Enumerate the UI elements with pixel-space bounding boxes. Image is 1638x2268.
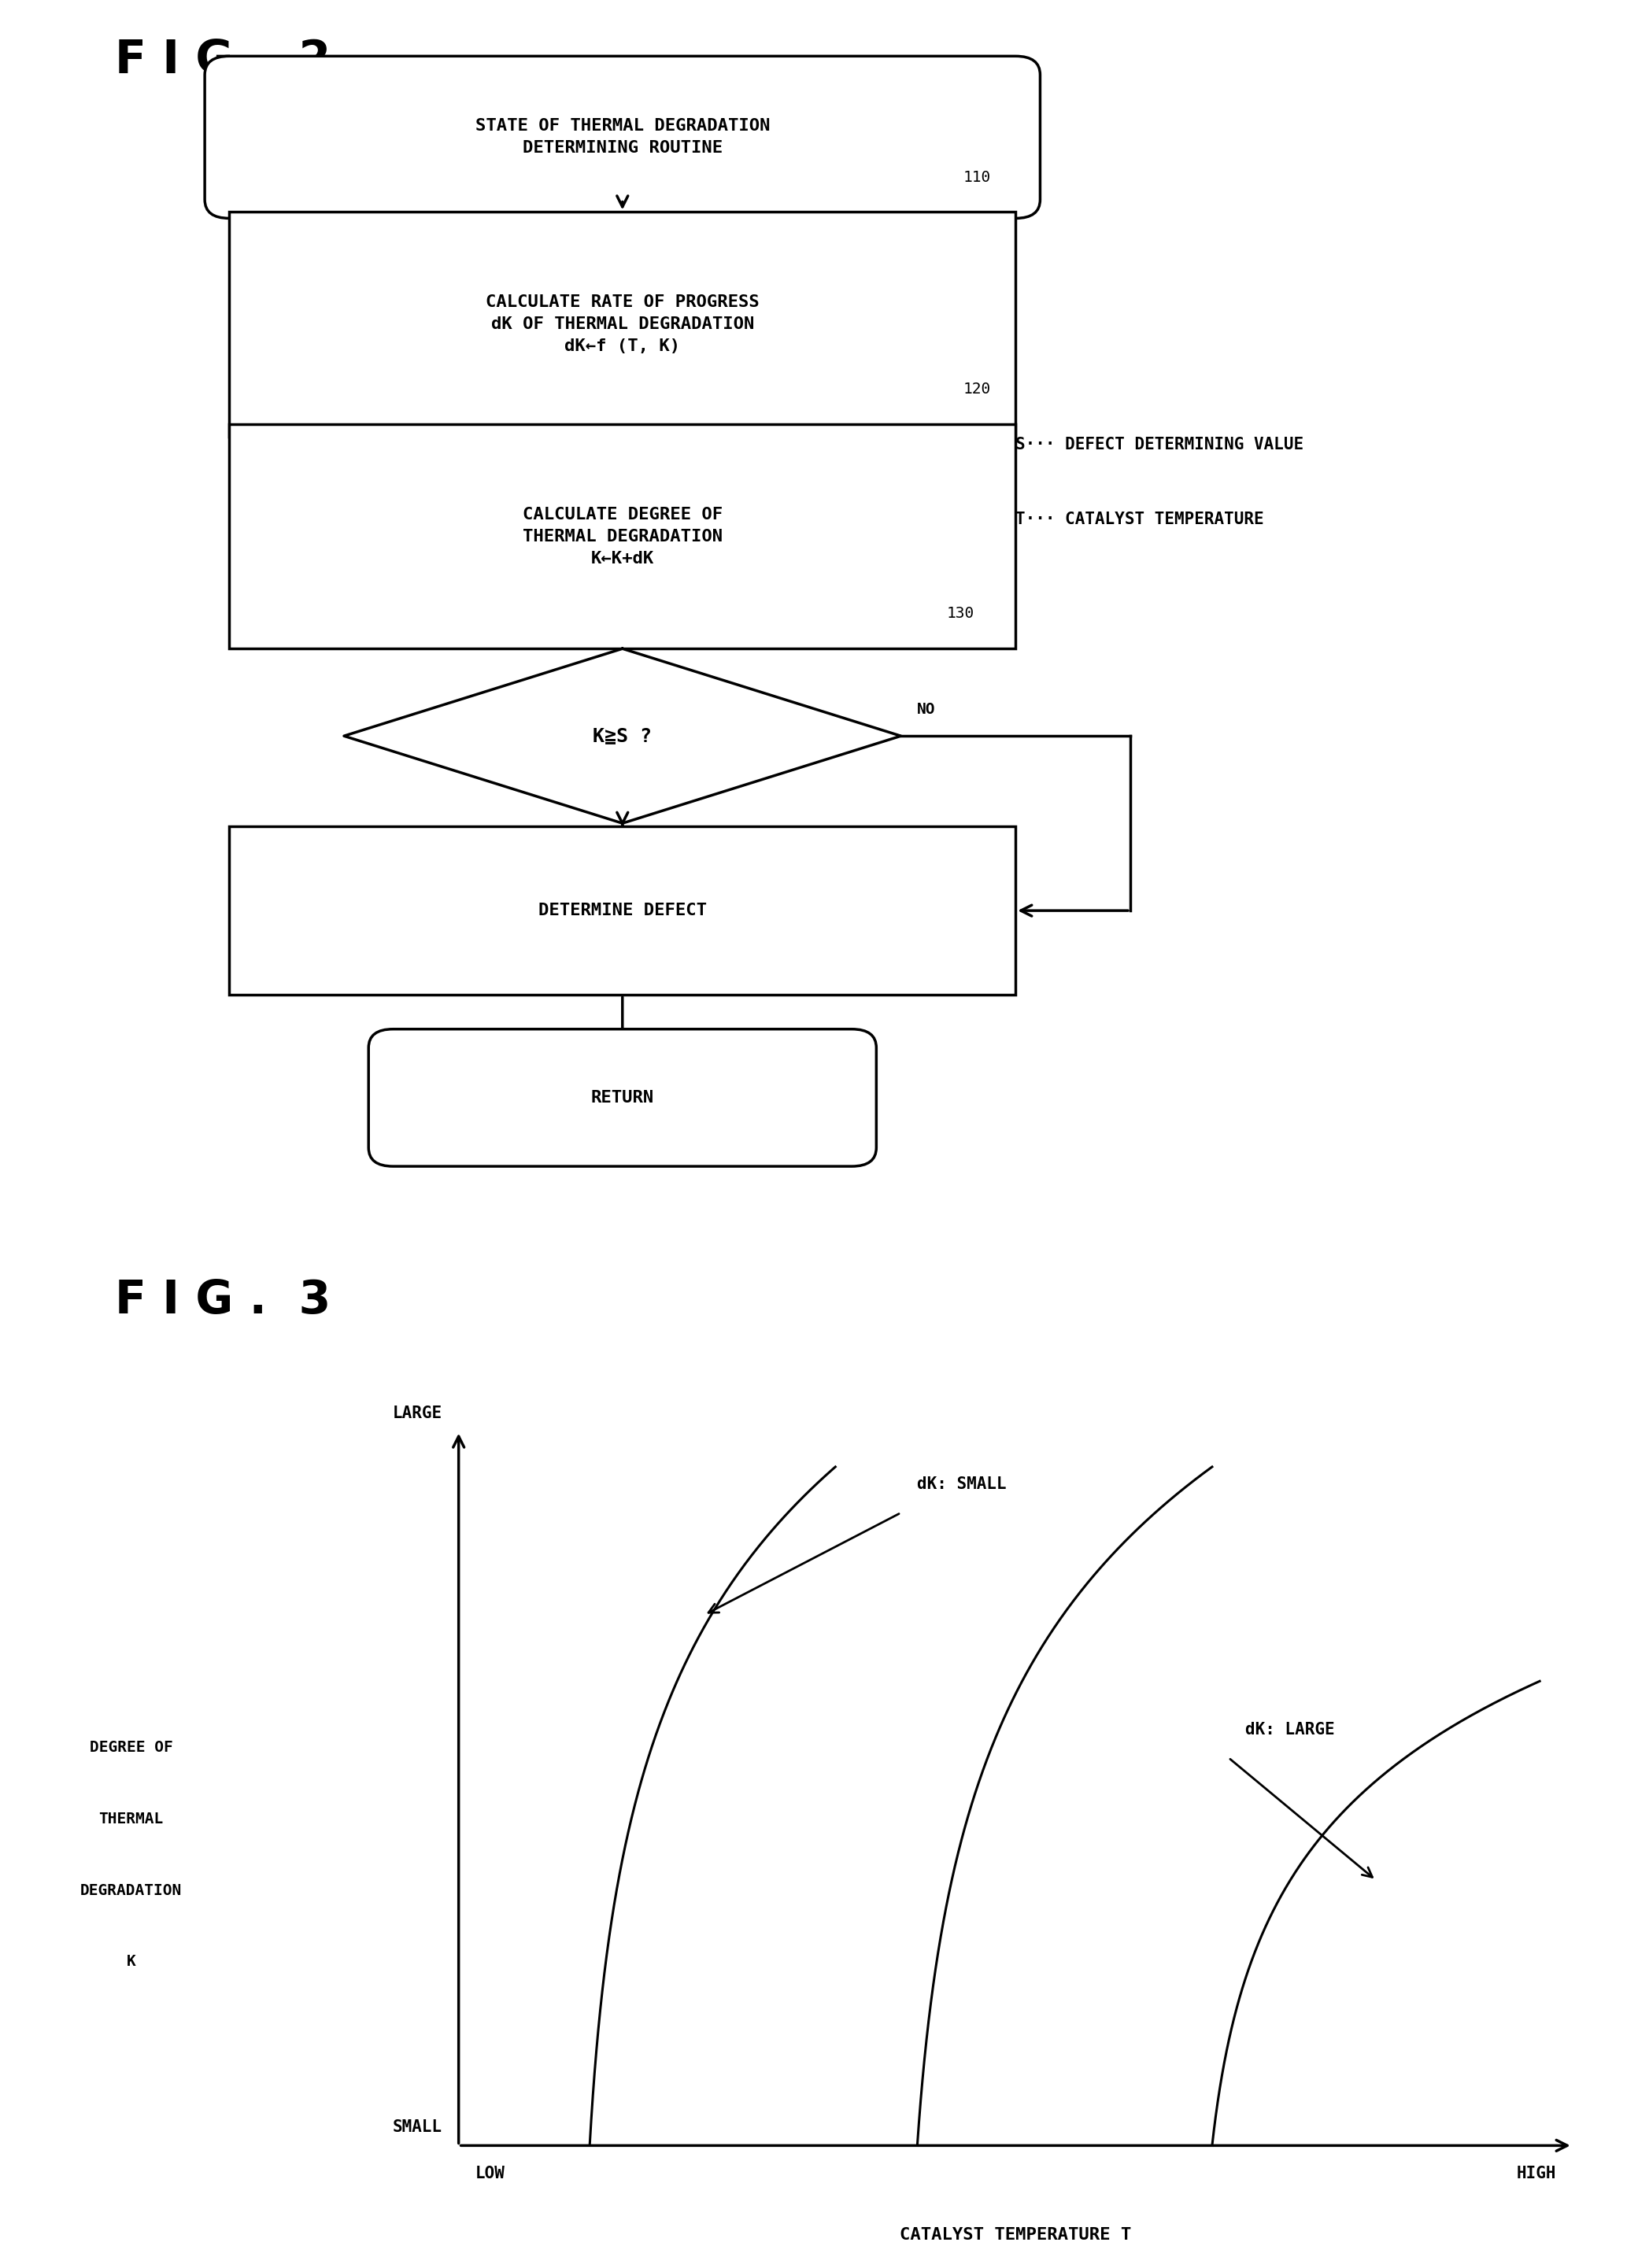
Text: K: K <box>126 1955 136 1969</box>
FancyBboxPatch shape <box>369 1030 876 1166</box>
Text: DEGRADATION: DEGRADATION <box>80 1882 182 1898</box>
Text: STATE OF THERMAL DEGRADATION
DETERMINING ROUTINE: STATE OF THERMAL DEGRADATION DETERMINING… <box>475 118 770 156</box>
Text: HIGH: HIGH <box>1517 2166 1556 2182</box>
Polygon shape <box>344 649 901 823</box>
Bar <box>229 424 1016 649</box>
Text: S··· DEFECT DETERMINING VALUE: S··· DEFECT DETERMINING VALUE <box>1016 435 1304 451</box>
Text: dK: SMALL: dK: SMALL <box>917 1476 1007 1492</box>
Text: RETURN: RETURN <box>591 1091 654 1105</box>
Text: LOW: LOW <box>475 2166 505 2182</box>
Text: 130: 130 <box>947 606 975 621</box>
Text: 110: 110 <box>963 170 991 184</box>
Text: F I G .  2: F I G . 2 <box>115 36 331 82</box>
Text: CALCULATE RATE OF PROGRESS
dK OF THERMAL DEGRADATION
dK←f (T, K): CALCULATE RATE OF PROGRESS dK OF THERMAL… <box>485 295 760 354</box>
Text: THERMAL: THERMAL <box>98 1812 164 1826</box>
Text: 140: 140 <box>717 860 745 875</box>
FancyBboxPatch shape <box>205 57 1040 218</box>
Text: YES: YES <box>639 835 667 850</box>
Text: T··· CATALYST TEMPERATURE: T··· CATALYST TEMPERATURE <box>1016 513 1265 526</box>
Text: dK: LARGE: dK: LARGE <box>1245 1721 1335 1737</box>
Text: F I G .  3: F I G . 3 <box>115 1277 331 1322</box>
Bar <box>229 826 1016 996</box>
Text: LARGE: LARGE <box>393 1406 442 1420</box>
Text: DEGREE OF: DEGREE OF <box>90 1740 172 1755</box>
Text: SMALL: SMALL <box>393 2121 442 2136</box>
Text: 120: 120 <box>963 381 991 397</box>
Text: CATALYST TEMPERATURE T: CATALYST TEMPERATURE T <box>899 2227 1132 2243</box>
Text: CALCULATE DEGREE OF
THERMAL DEGRADATION
K←K+dK: CALCULATE DEGREE OF THERMAL DEGRADATION … <box>523 506 722 567</box>
Text: DETERMINE DEFECT: DETERMINE DEFECT <box>539 903 706 919</box>
Bar <box>229 211 1016 435</box>
Text: NO: NO <box>917 703 935 717</box>
Text: K≧S ?: K≧S ? <box>593 726 652 746</box>
